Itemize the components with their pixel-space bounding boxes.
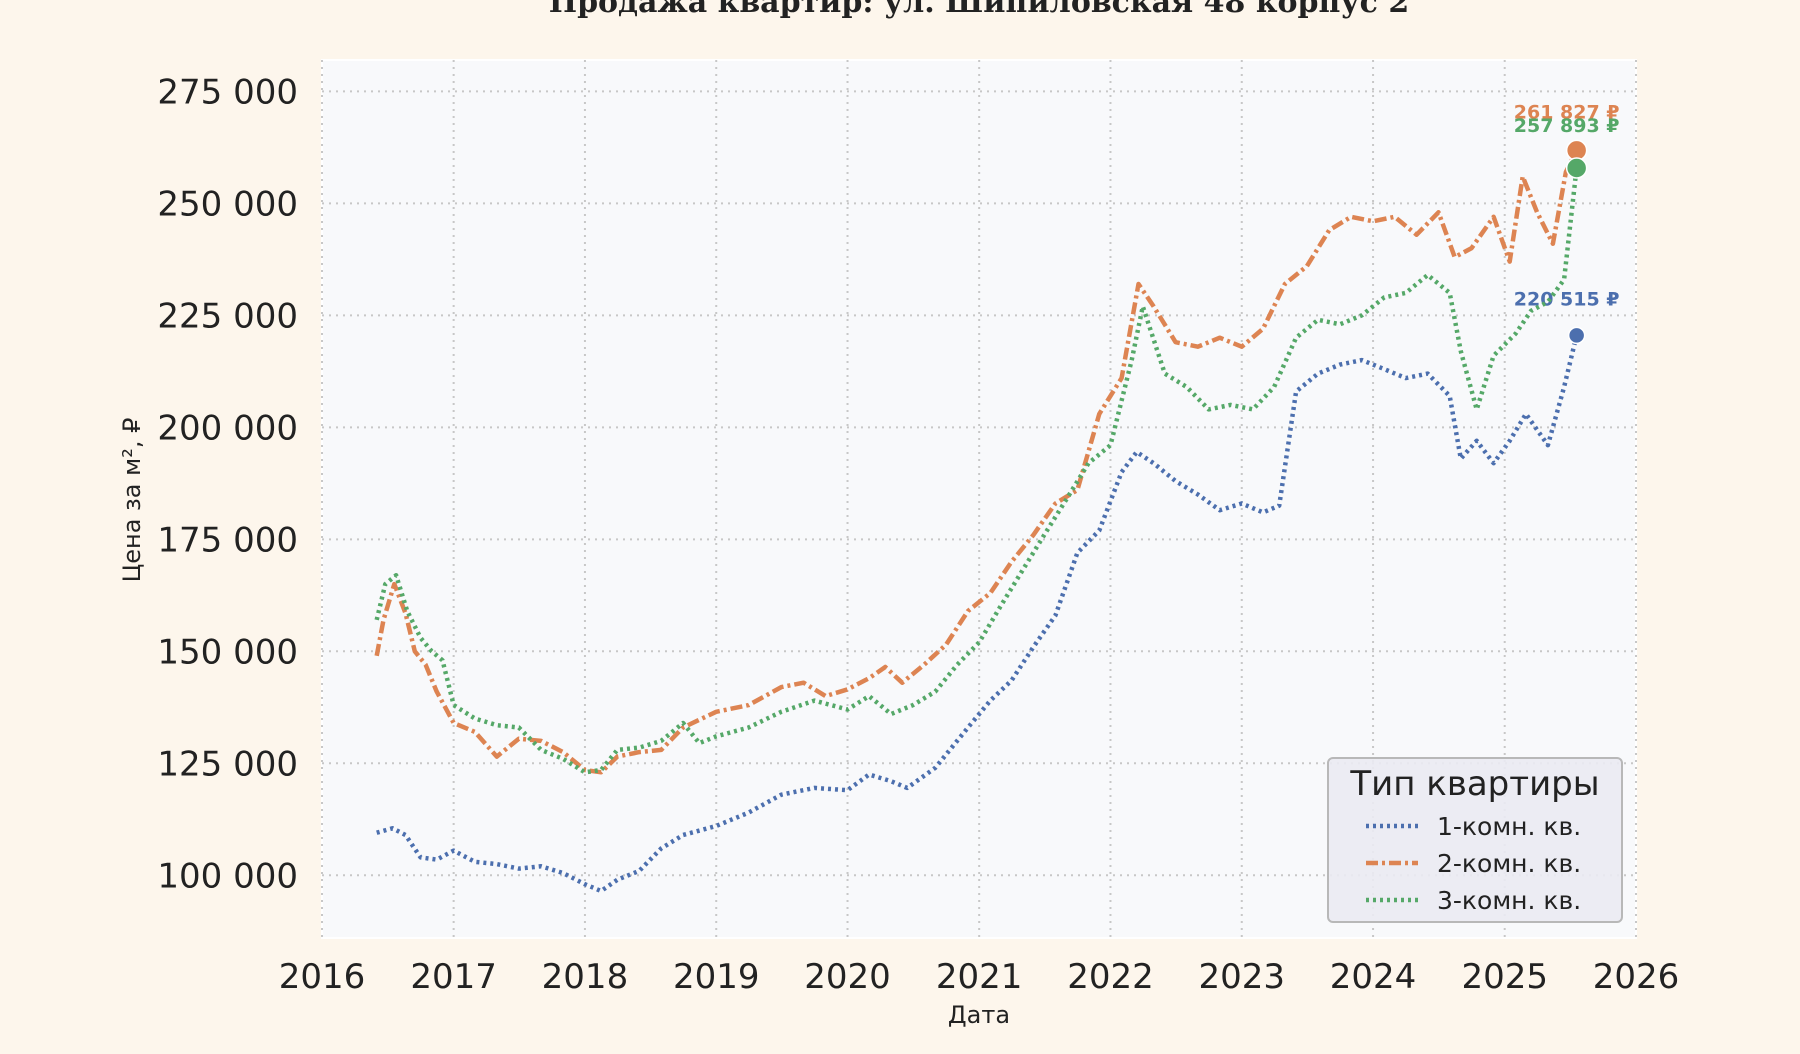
legend: Тип квартиры 1-комн. кв. 2-комн. кв. 3-ком… <box>1327 757 1623 923</box>
x-tick-label: 2026 <box>1593 957 1680 997</box>
grid-lines <box>321 60 1637 938</box>
x-tick-label: 2025 <box>1461 957 1548 997</box>
x-tick-label: 2020 <box>804 957 891 997</box>
x-tick-label: 2022 <box>1067 957 1154 997</box>
chart-title: Продажа квартир: ул. Шипиловская 48 корп… <box>549 0 1410 20</box>
series-end-label-2: 261 827 ₽ <box>1514 101 1620 123</box>
x-axis-label: Дата <box>948 1001 1010 1029</box>
y-axis-label: Цена за м², ₽ <box>118 418 146 583</box>
legend-label-2: 2-комн. кв. <box>1437 849 1581 878</box>
series-line-2 <box>374 149 1579 775</box>
x-tick-label: 2016 <box>279 957 366 997</box>
x-tick-label: 2019 <box>673 957 760 997</box>
x-tick-label: 2018 <box>542 957 629 997</box>
legend-label-3: 3-комн. кв. <box>1437 886 1581 915</box>
series-end-label-1: 220 515 ₽ <box>1514 288 1620 310</box>
x-axis-ticks: 2016 2017 2018 2019 2020 2021 2022 2023 2024 2025… <box>279 957 1680 997</box>
x-tick-label: 2021 <box>936 957 1023 997</box>
legend-box <box>1327 757 1623 923</box>
y-tick-label: 125 000 <box>157 744 298 784</box>
series-layer: 220 515 ₽ 261 827 ₽257 893 ₽ <box>374 101 1620 894</box>
x-tick-label: 2017 <box>410 957 497 997</box>
y-tick-label: 175 000 <box>157 520 298 560</box>
legend-title: Тип квартиры <box>1349 764 1599 804</box>
x-tick-label: 2024 <box>1330 957 1417 997</box>
y-tick-label: 100 000 <box>157 856 298 896</box>
series-end-label-3: 257 893 ₽ <box>1514 115 1620 137</box>
y-tick-label: 150 000 <box>157 632 298 672</box>
legend-label-1: 1-комн. кв. <box>1437 812 1581 841</box>
series-end-point-3 <box>1565 157 1588 179</box>
y-tick-label: 250 000 <box>157 184 298 224</box>
series-line-3 <box>374 167 1579 775</box>
series-end-point-1 <box>1567 326 1586 345</box>
y-tick-label: 200 000 <box>157 408 298 448</box>
y-tick-label: 275 000 <box>157 72 298 112</box>
x-tick-label: 2023 <box>1198 957 1285 997</box>
y-tick-label: 225 000 <box>157 296 298 336</box>
y-axis-ticks: 100 000 125 000 150 000 175 000 200 000 225 0… <box>157 72 298 896</box>
